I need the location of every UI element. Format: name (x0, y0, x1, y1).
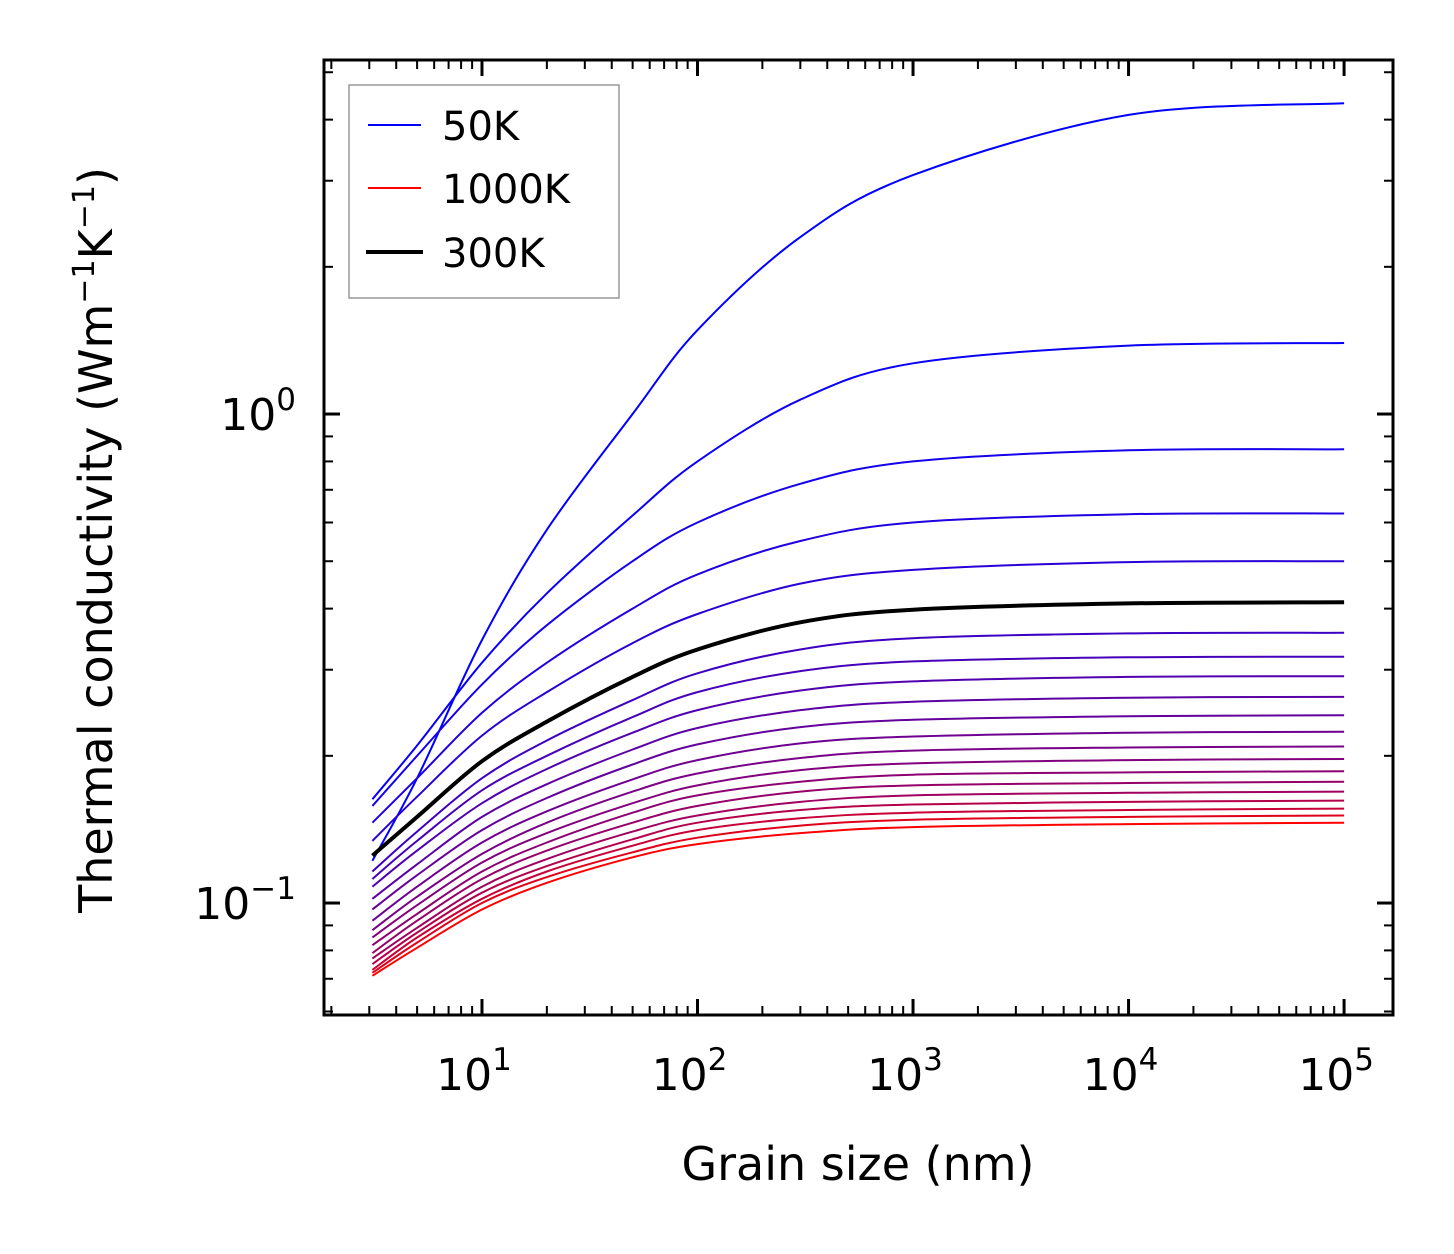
legend-frame (348, 84, 620, 299)
y-axis-title-end: ) (69, 167, 123, 185)
x-tick-label: 105 (1298, 1042, 1374, 1101)
legend-label-300k: 300K (442, 231, 546, 277)
series-line-t15 (371, 770, 1345, 947)
series-line-t12 (371, 730, 1345, 922)
series-line-t7 (371, 631, 1345, 873)
series-line-t9 (371, 675, 1345, 888)
series-line-t5 (371, 560, 1345, 842)
series-line-t17 (371, 790, 1345, 960)
series-line-t3 (371, 448, 1345, 807)
x-tick-label: 103 (867, 1042, 943, 1101)
series-line-t10 (371, 695, 1345, 900)
series-line-t20 (371, 814, 1345, 974)
y-axis-title-sup1: −1 (67, 259, 102, 303)
series-line-t11 (371, 714, 1345, 911)
series-line-t16 (371, 780, 1345, 954)
series-line-t4 (371, 512, 1345, 824)
series-line-1000k (371, 821, 1345, 977)
series-line-t18 (371, 799, 1345, 965)
y-tick-label: 100 (220, 382, 296, 441)
series-line-50k (371, 102, 1345, 862)
series-line-t14 (371, 758, 1345, 939)
plot-frame (322, 58, 1395, 1017)
x-axis-title: Grain size (nm) (682, 1137, 1035, 1191)
series-line-300k (371, 600, 1345, 858)
series-layer (371, 102, 1345, 977)
x-tick-label: 101 (436, 1042, 512, 1101)
series-line-t8 (371, 655, 1345, 880)
series-line-t19 (371, 807, 1345, 971)
legend: 50K 1000K 300K (348, 84, 620, 299)
labels-layer: 101 102 103 104 105 100 10−1 (194, 382, 1374, 1101)
legend-label-50k: 50K (442, 104, 521, 150)
series-line-t2 (371, 342, 1345, 800)
series-line-t13 (371, 745, 1345, 931)
x-tick-label: 104 (1083, 1042, 1159, 1101)
y-axis-title-sup2: −1 (67, 185, 102, 229)
y-axis-title-main: Thermal conductivity (Wm (69, 304, 123, 914)
legend-label-1000k: 1000K (442, 167, 572, 213)
x-tick-label: 102 (652, 1042, 728, 1101)
y-axis-title-mid: K (69, 227, 123, 259)
y-tick-label: 10−1 (194, 871, 296, 930)
y-axis-title: Thermal conductivity (Wm−1K−1) (67, 167, 123, 914)
